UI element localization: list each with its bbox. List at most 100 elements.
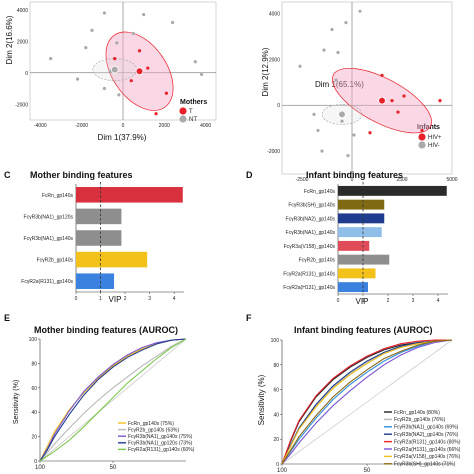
mother-auroc-legend-fcrn-gp140s-75: FcRn_gp140s (75%) <box>128 421 174 427</box>
infants-hiv-point-4 <box>368 131 372 135</box>
infants-hiv-point-1 <box>316 128 320 133</box>
infant-auroc-y-tick-1: 80 <box>273 363 279 369</box>
mother-vip-category-fc-r2b-gp140s: FcγR2b_gp140s <box>37 258 74 264</box>
mothers-t-point-4 <box>164 91 168 95</box>
mothers-nt-point-13 <box>199 72 204 76</box>
infants-legend: Infants HIV+ HIV- <box>417 124 442 149</box>
infant-auroc-curve-fc-r3a-v158-gp140s-76 <box>281 339 453 465</box>
infant-auroc-legend-fc-r2a-h131-gp140s-66: FcγR2a(H131)_gp140s (66%) <box>394 447 461 453</box>
infants-legend-hivpos-label: HIV+ <box>428 135 442 141</box>
mothers-y-tick-3: -2000 <box>15 102 28 108</box>
infant-auroc-curve-fc-r2a-h131-gp140s-66 <box>281 339 453 465</box>
infant-vip-bar-fc-r3b-na1-gp140s <box>338 227 382 238</box>
mother-auroc-panel: Mother binding features (AUROC) Sensitiv… <box>13 325 195 471</box>
infants-hiv-point-6 <box>358 9 362 13</box>
infants-y-tick-0: 4000 <box>269 11 280 17</box>
infant-auroc-title: Infant binding features (AUROC) <box>294 325 433 335</box>
infant-auroc-legend-fc-r2a-r131-gp140s-80: FcγR2a(R131)_gp140s (80%) <box>394 439 461 445</box>
mothers-t-point-0 <box>146 66 150 70</box>
mothers-pca-panel: Dim 2(16.6%) Dim 1(37.9%) Mothers T NT -… <box>5 1 217 142</box>
mother-vip-x-axis-label: VIP <box>109 295 122 304</box>
infant-auroc-y-axis-label: Sensitivity (%) <box>257 374 266 425</box>
panel-letter-e: E <box>4 313 10 323</box>
infant-auroc-legend-fc-r3a-v158-gp140s-76: FcγR3a(V158)_gp140s (76%) <box>394 454 460 460</box>
infant-vip-category-fc-r3b-na2-gp140s: FcγR3b(NA2)_gp140s <box>286 216 336 222</box>
mother-auroc-y-tick-3: 40 <box>31 410 37 416</box>
mothers-y-tick-0: 4000 <box>17 8 28 14</box>
infant-auroc-y-tick-2: 60 <box>273 388 279 394</box>
mother-auroc-curve-fc-r2b-gp140s-63 <box>39 338 187 462</box>
infant-auroc-curve-fc-r2a-r131-gp140s-80 <box>281 339 452 465</box>
infants-hiv-point-2 <box>322 48 326 52</box>
mothers-nt-point-6 <box>131 31 135 36</box>
infants-hiv-point-0 <box>298 64 302 68</box>
mother-vip-panel: Mother binding features VIP 0 1 2 3 4 FcRn_gp… <box>21 170 184 304</box>
mother-vip-x-tick-0: 0 <box>75 296 78 302</box>
infants-legend-title: Infants <box>417 124 440 131</box>
mothers-x-axis-label: Dim 1(37.9%) <box>98 133 147 142</box>
mother-vip-bar-fc-r2b-gp140s <box>76 251 148 268</box>
infant-auroc-x-tick-0: 100 <box>277 468 288 474</box>
mother-auroc-legend-fc-r2a-r131-gp140s-60: FcγR2a(R131)_gp140s (60%) <box>128 447 195 453</box>
infants-x-tick-3: 5000 <box>446 177 457 183</box>
infants-x-tick-0: -2500 <box>296 177 309 183</box>
mothers-nt-point-9 <box>75 77 80 81</box>
mothers-legend-t-marker <box>179 107 187 115</box>
mother-vip-bar-fc-r3b-na1-gp120s <box>76 208 122 225</box>
mothers-x-tick-3: 2000 <box>159 123 170 129</box>
mothers-legend-nt-label: NT <box>189 117 197 123</box>
mothers-x-tick-0: -4000 <box>34 123 47 129</box>
infants-y-tick-2: 0 <box>277 103 280 109</box>
panel-letter-c: C <box>4 170 11 180</box>
mother-auroc-legend-fc-r2b-gp140s-63: FcγR2b_gp140s (63%) <box>128 427 179 433</box>
infants-x-tick-1: 0 <box>351 177 354 183</box>
infants-hiv-point-11 <box>352 133 356 137</box>
mother-vip-x-tick-4: 4 <box>173 296 176 302</box>
mothers-nt-point-10 <box>102 86 106 91</box>
infant-auroc-x-tick-1: 50 <box>364 468 371 474</box>
mother-auroc-title: Mother binding features (AUROC) <box>34 325 178 335</box>
infants-hiv-point-0 <box>380 73 384 77</box>
infant-auroc-curve-fc-r3b-na2-gp140s-76 <box>281 339 453 465</box>
infants-hiv-point-7 <box>340 119 344 123</box>
infants-y-axis-label: Dim 2(12.9%) <box>261 47 270 96</box>
mother-auroc-curve-fc-r2a-r131-gp140s-60 <box>39 338 187 462</box>
infant-vip-bar-fc-r3b-sh-gp140s <box>338 199 385 210</box>
mothers-x-tick-2: 0 <box>122 123 125 129</box>
mother-auroc-legend-fc-r3b-na1-gp120s-73: FcγR3b(NA1)_gp120s (73%) <box>128 441 193 447</box>
infant-vip-category-fc-r3a-v158-gp140s: FcγR3a(V158)_gp140s <box>284 244 336 250</box>
infants-hiv-point-5 <box>344 21 348 25</box>
mothers-y-tick-2: 0 <box>25 71 28 77</box>
infant-auroc-curve-fc-r3b-sh-gp140s-71 <box>281 339 453 465</box>
mothers-y-tick-1: 2000 <box>17 39 28 45</box>
mother-vip-category-fcrn-gp140s: FcRn_gp140s <box>42 193 74 199</box>
infant-vip-category-fc-r3b-sh-gp140s: FcγR3b(SH)_gp140s <box>288 203 335 209</box>
mother-vip-title: Mother binding features <box>30 170 133 180</box>
infants-hiv-point-12 <box>336 50 340 55</box>
mothers-nt-point-1 <box>90 28 94 32</box>
mothers-y-axis-label: Dim 2(16.6%) <box>5 15 14 64</box>
infant-vip-category-fc-r3b-na1-gp140s: FcγR3b(NA1)_gp140s <box>286 230 336 236</box>
infant-vip-category-fc-r2a-h131-gp140s: FcγR2a(H131)_gp140s <box>283 285 335 291</box>
mothers-nt-point-12 <box>193 60 197 64</box>
mother-auroc-y-tick-2: 60 <box>31 386 37 392</box>
infant-vip-x-tick-4: 4 <box>437 298 440 304</box>
infant-auroc-legend-fc-r3b-sh-gp140s-71: FcγR3b(SH)_gp140s (71%) <box>394 462 456 468</box>
mothers-legend: Mothers T NT <box>179 99 207 123</box>
mother-vip-category-fc-r2a-r131-gp140s: FcγR2a(R131)_gp140s <box>21 279 73 285</box>
infant-vip-panel: Infant binding features VIP 0 1 2 3 4 FcRn_gp… <box>283 170 448 306</box>
mothers-legend-t-label: T <box>189 109 193 115</box>
mother-auroc-y-tick-1: 80 <box>31 361 37 367</box>
mothers-x-tick-4: 4000 <box>200 123 211 129</box>
mother-auroc-y-tick-0: 100 <box>29 337 38 343</box>
mother-auroc-x-tick-1: 50 <box>110 465 117 471</box>
mother-auroc-curve-fc-r3b-na1-gp140s-75 <box>39 338 187 462</box>
infant-auroc-curve-fc-r3b-na1-gp140s-69 <box>281 339 453 465</box>
mothers-legend-title: Mothers <box>180 99 207 106</box>
mothers-nt-point-8 <box>171 20 175 25</box>
mothers-t-centroid <box>135 67 144 76</box>
mother-vip-bar-fcrn-gp140s <box>76 187 183 203</box>
infants-x-tick-2: 2500 <box>396 177 407 183</box>
infant-auroc-panel: Infant binding features (AUROC) Sensitiv… <box>257 325 461 474</box>
